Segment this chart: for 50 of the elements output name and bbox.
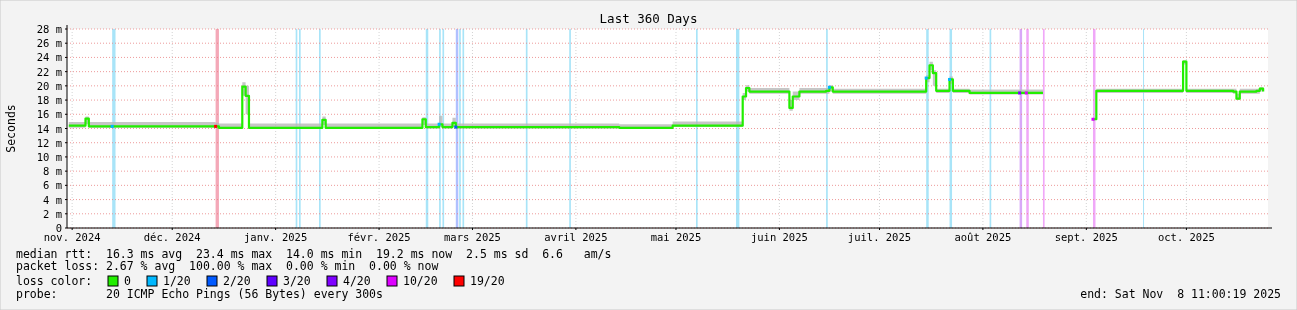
text: end: Sat Nov 8 11:00:19 2025	[1080, 287, 1281, 301]
text: probe: 20 ICMP Echo Pings (56 Bytes) every 300s	[16, 287, 383, 301]
y-tick-label: 28 m	[36, 23, 62, 35]
y-tick-label: 26 m	[36, 37, 62, 50]
x-tick-label: mai 2025	[650, 231, 702, 243]
point	[827, 85, 831, 89]
y-tick-label: 22 m	[36, 65, 62, 78]
y-tick-label: 6 m	[43, 179, 62, 192]
x-tick-label: juil. 2025	[847, 231, 912, 243]
legend-label: 0	[124, 274, 131, 288]
y-tick-label: 18 m	[36, 94, 62, 107]
y-tick-label: 10 m	[36, 150, 62, 163]
y-tick-label: 20 m	[36, 79, 62, 92]
point	[110, 124, 114, 128]
y-tick-label: 4 m	[43, 193, 62, 206]
x-tick-label: juin 2025	[750, 231, 808, 243]
legend-label: 19/20	[470, 274, 505, 288]
x-tick-label: janv. 2025	[244, 231, 308, 243]
y-tick-label: 0	[55, 222, 62, 234]
point	[437, 122, 441, 126]
y-tick-label: 14 m	[36, 122, 62, 135]
x-tick-label: avril 2025	[544, 231, 608, 243]
legend-label: 1/20	[163, 274, 191, 288]
point	[924, 76, 928, 80]
legend-title: loss color:	[16, 274, 93, 288]
point	[454, 125, 458, 129]
y-tick-label: 2 m	[43, 207, 62, 220]
x-tick-label: oct. 2025	[1157, 231, 1215, 243]
point	[948, 77, 952, 81]
chart-title: Last 360 Days	[599, 11, 698, 26]
point	[1018, 91, 1022, 95]
point	[1024, 91, 1028, 95]
point	[1091, 117, 1095, 121]
x-tick-label: févr. 2025	[347, 231, 411, 243]
y-tick-label: 16 m	[36, 108, 62, 121]
x-tick-label: nov. 2024	[43, 231, 101, 243]
text: median rtt: 16.3 ms avg 23.4 ms max 14.0 ms min 19.2 ms now 2.5 ms sd 6.6 am/s	[16, 247, 612, 261]
y-tick-label: 12 m	[36, 136, 62, 149]
legend-label: 4/20	[343, 274, 371, 288]
legend-label: 2/20	[223, 274, 251, 288]
y-tick-label: 8 m	[43, 165, 62, 178]
x-tick-label: sept. 2025	[1054, 231, 1118, 243]
y-axis-title: Seconds	[4, 104, 18, 153]
point	[214, 124, 218, 128]
legend-label: 10/20	[403, 274, 438, 288]
x-tick-label: déc. 2024	[143, 231, 201, 243]
x-tick-label: août 2025	[954, 231, 1012, 243]
x-tick-label: mars 2025	[444, 231, 501, 243]
legend-label: 3/20	[283, 274, 311, 288]
y-tick-label: 24 m	[36, 51, 62, 64]
